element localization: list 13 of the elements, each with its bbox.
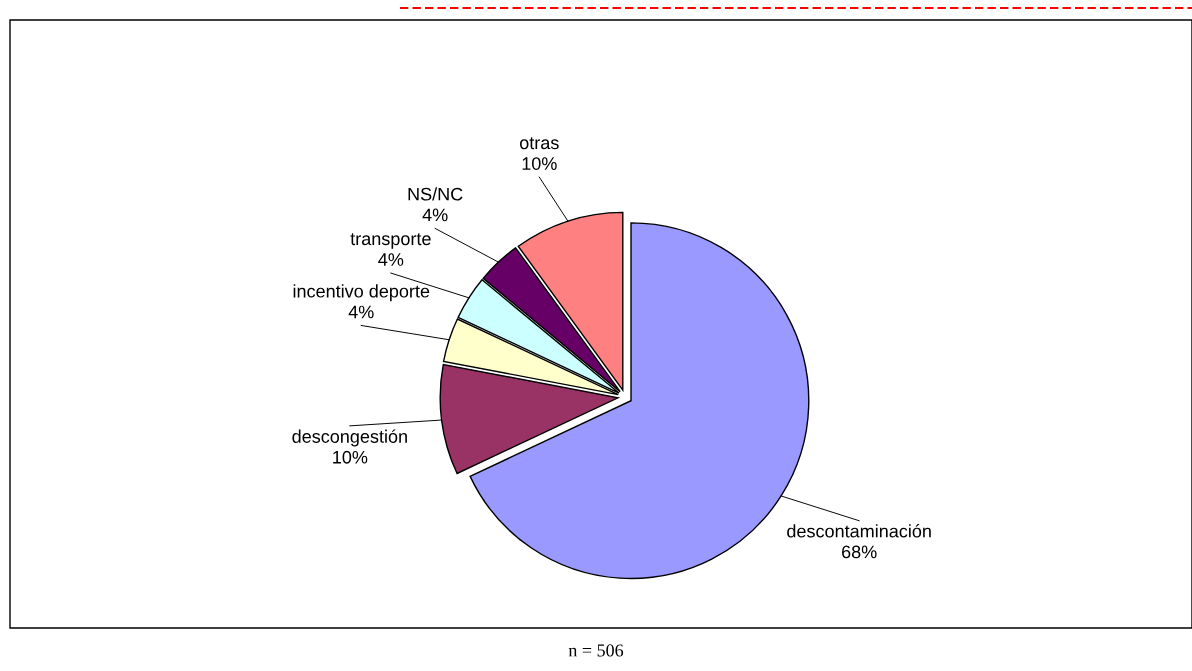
data-label: 10%: [333, 450, 368, 464]
slice-label: descontaminación: [787, 524, 931, 538]
data-label: 10%: [522, 157, 557, 170]
slice-label: transporte: [350, 233, 431, 249]
data-label: 4%: [422, 208, 448, 222]
slice-label: descongestión: [292, 429, 407, 447]
slice-label: NS/NC: [408, 187, 463, 201]
data-label: 4%: [348, 305, 374, 319]
slice-label: otras: [519, 137, 559, 150]
data-label: 68%: [842, 545, 877, 559]
text: n = 506: [568, 644, 624, 657]
data-label: 4%: [378, 253, 404, 266]
slice-label: incentivo deporte: [293, 284, 430, 302]
